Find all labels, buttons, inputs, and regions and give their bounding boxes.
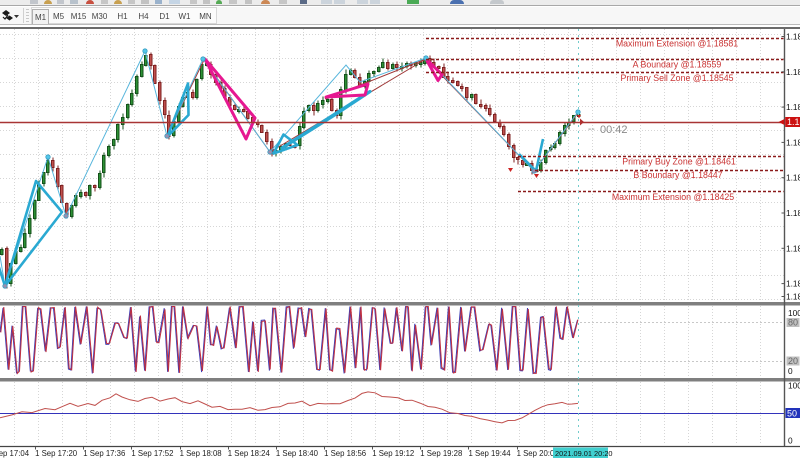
svg-text:1 Sep 17:20: 1 Sep 17:20 <box>35 449 78 458</box>
svg-text:1.18375: 1.18375 <box>786 243 800 253</box>
svg-text:2021.09.01 20:20: 2021.09.01 20:20 <box>555 449 613 458</box>
svg-text:Maximum Extension @1.18581: Maximum Extension @1.18581 <box>616 39 738 49</box>
svg-text:Maximum Extension @1.18425: Maximum Extension @1.18425 <box>612 192 734 202</box>
svg-text:Primary Buy Zone @1.18461: Primary Buy Zone @1.18461 <box>622 157 736 167</box>
svg-text:1 Sep 18:56: 1 Sep 18:56 <box>324 449 366 458</box>
svg-text:80: 80 <box>788 318 798 328</box>
svg-text:1.18550: 1.18550 <box>786 67 800 77</box>
svg-text:1.18480: 1.18480 <box>786 137 800 147</box>
svg-text:50: 50 <box>787 409 797 419</box>
svg-text:1 Sep 17:04: 1 Sep 17:04 <box>0 449 30 458</box>
svg-text:00:42: 00:42 <box>600 124 628 136</box>
svg-text:100: 100 <box>788 308 800 318</box>
svg-text:1 Sep 18:08: 1 Sep 18:08 <box>180 449 222 458</box>
svg-text:1.18410: 1.18410 <box>786 208 800 218</box>
svg-text:20: 20 <box>788 356 798 366</box>
svg-text:1.18585: 1.18585 <box>786 32 800 42</box>
svg-text:1 Sep 20:0: 1 Sep 20:0 <box>517 449 555 458</box>
svg-text:1 Sep 19:12: 1 Sep 19:12 <box>372 449 414 458</box>
svg-text:100: 100 <box>788 381 800 391</box>
svg-text:1 Sep 18:24: 1 Sep 18:24 <box>228 449 271 458</box>
svg-text:1.18445: 1.18445 <box>786 173 800 183</box>
svg-text:1.18495: 1.18495 <box>787 117 800 127</box>
svg-text:1 Sep 19:44: 1 Sep 19:44 <box>469 449 512 458</box>
svg-text:0: 0 <box>788 436 793 446</box>
svg-text:1 Sep 18:40: 1 Sep 18:40 <box>276 449 319 458</box>
svg-text:B Boundary @1.18447: B Boundary @1.18447 <box>633 170 722 180</box>
svg-text:1.18305: 1.18305 <box>786 292 800 302</box>
svg-text:1 Sep 17:52: 1 Sep 17:52 <box>131 449 173 458</box>
svg-text:Primary Sell Zone @1.18545: Primary Sell Zone @1.18545 <box>620 73 733 83</box>
svg-text:1.18340: 1.18340 <box>786 279 800 289</box>
svg-text:1 Sep 19:28: 1 Sep 19:28 <box>420 449 462 458</box>
svg-text:1.18515: 1.18515 <box>786 102 800 112</box>
svg-text:0: 0 <box>788 366 793 376</box>
svg-text:A Boundary @1.18559: A Boundary @1.18559 <box>633 60 722 70</box>
svg-text:--: -- <box>588 124 595 135</box>
svg-text:1 Sep 17:36: 1 Sep 17:36 <box>83 449 125 458</box>
